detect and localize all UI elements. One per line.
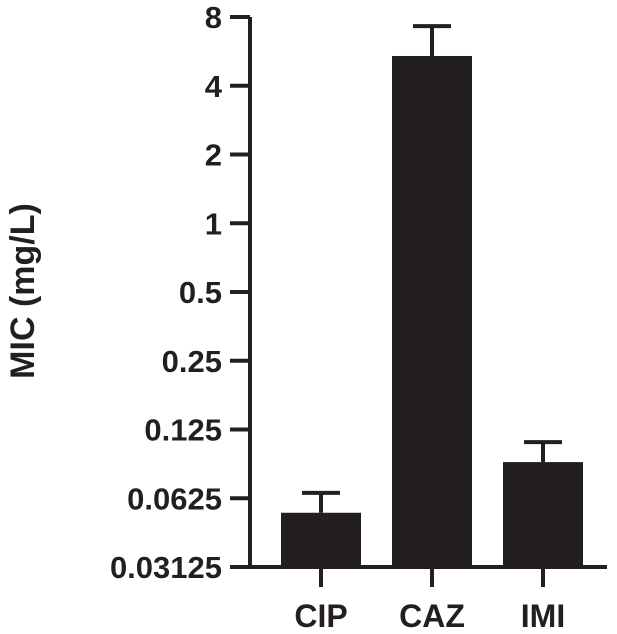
bar-caz [392, 55, 472, 567]
x-tick-label: CIP [294, 598, 347, 634]
y-axis: 0.03125 0.0625 0.125 0.25 0.5 1 2 4 8 [110, 0, 252, 585]
y-tick-label: 2 [205, 138, 222, 173]
bar-cip [281, 512, 361, 567]
x-axis: CIP CAZ IMI [248, 565, 607, 634]
x-tick-label: CAZ [399, 598, 465, 634]
y-tick-label: 8 [205, 0, 222, 35]
y-tick-label: 0.0625 [127, 481, 222, 516]
bar-imi [503, 462, 583, 567]
y-tick-label: 0.25 [162, 344, 222, 379]
y-axis-title: MIC (mg/L) [4, 203, 42, 379]
y-tick-label: 0.03125 [110, 550, 222, 585]
x-tick-label: IMI [521, 598, 565, 634]
y-tick-label: 0.125 [144, 413, 222, 448]
y-tick-label: 0.5 [179, 275, 222, 310]
y-tick-label: 4 [205, 69, 223, 104]
y-tick-label: 1 [205, 206, 222, 241]
error-bars [302, 24, 562, 513]
bars [281, 55, 583, 567]
